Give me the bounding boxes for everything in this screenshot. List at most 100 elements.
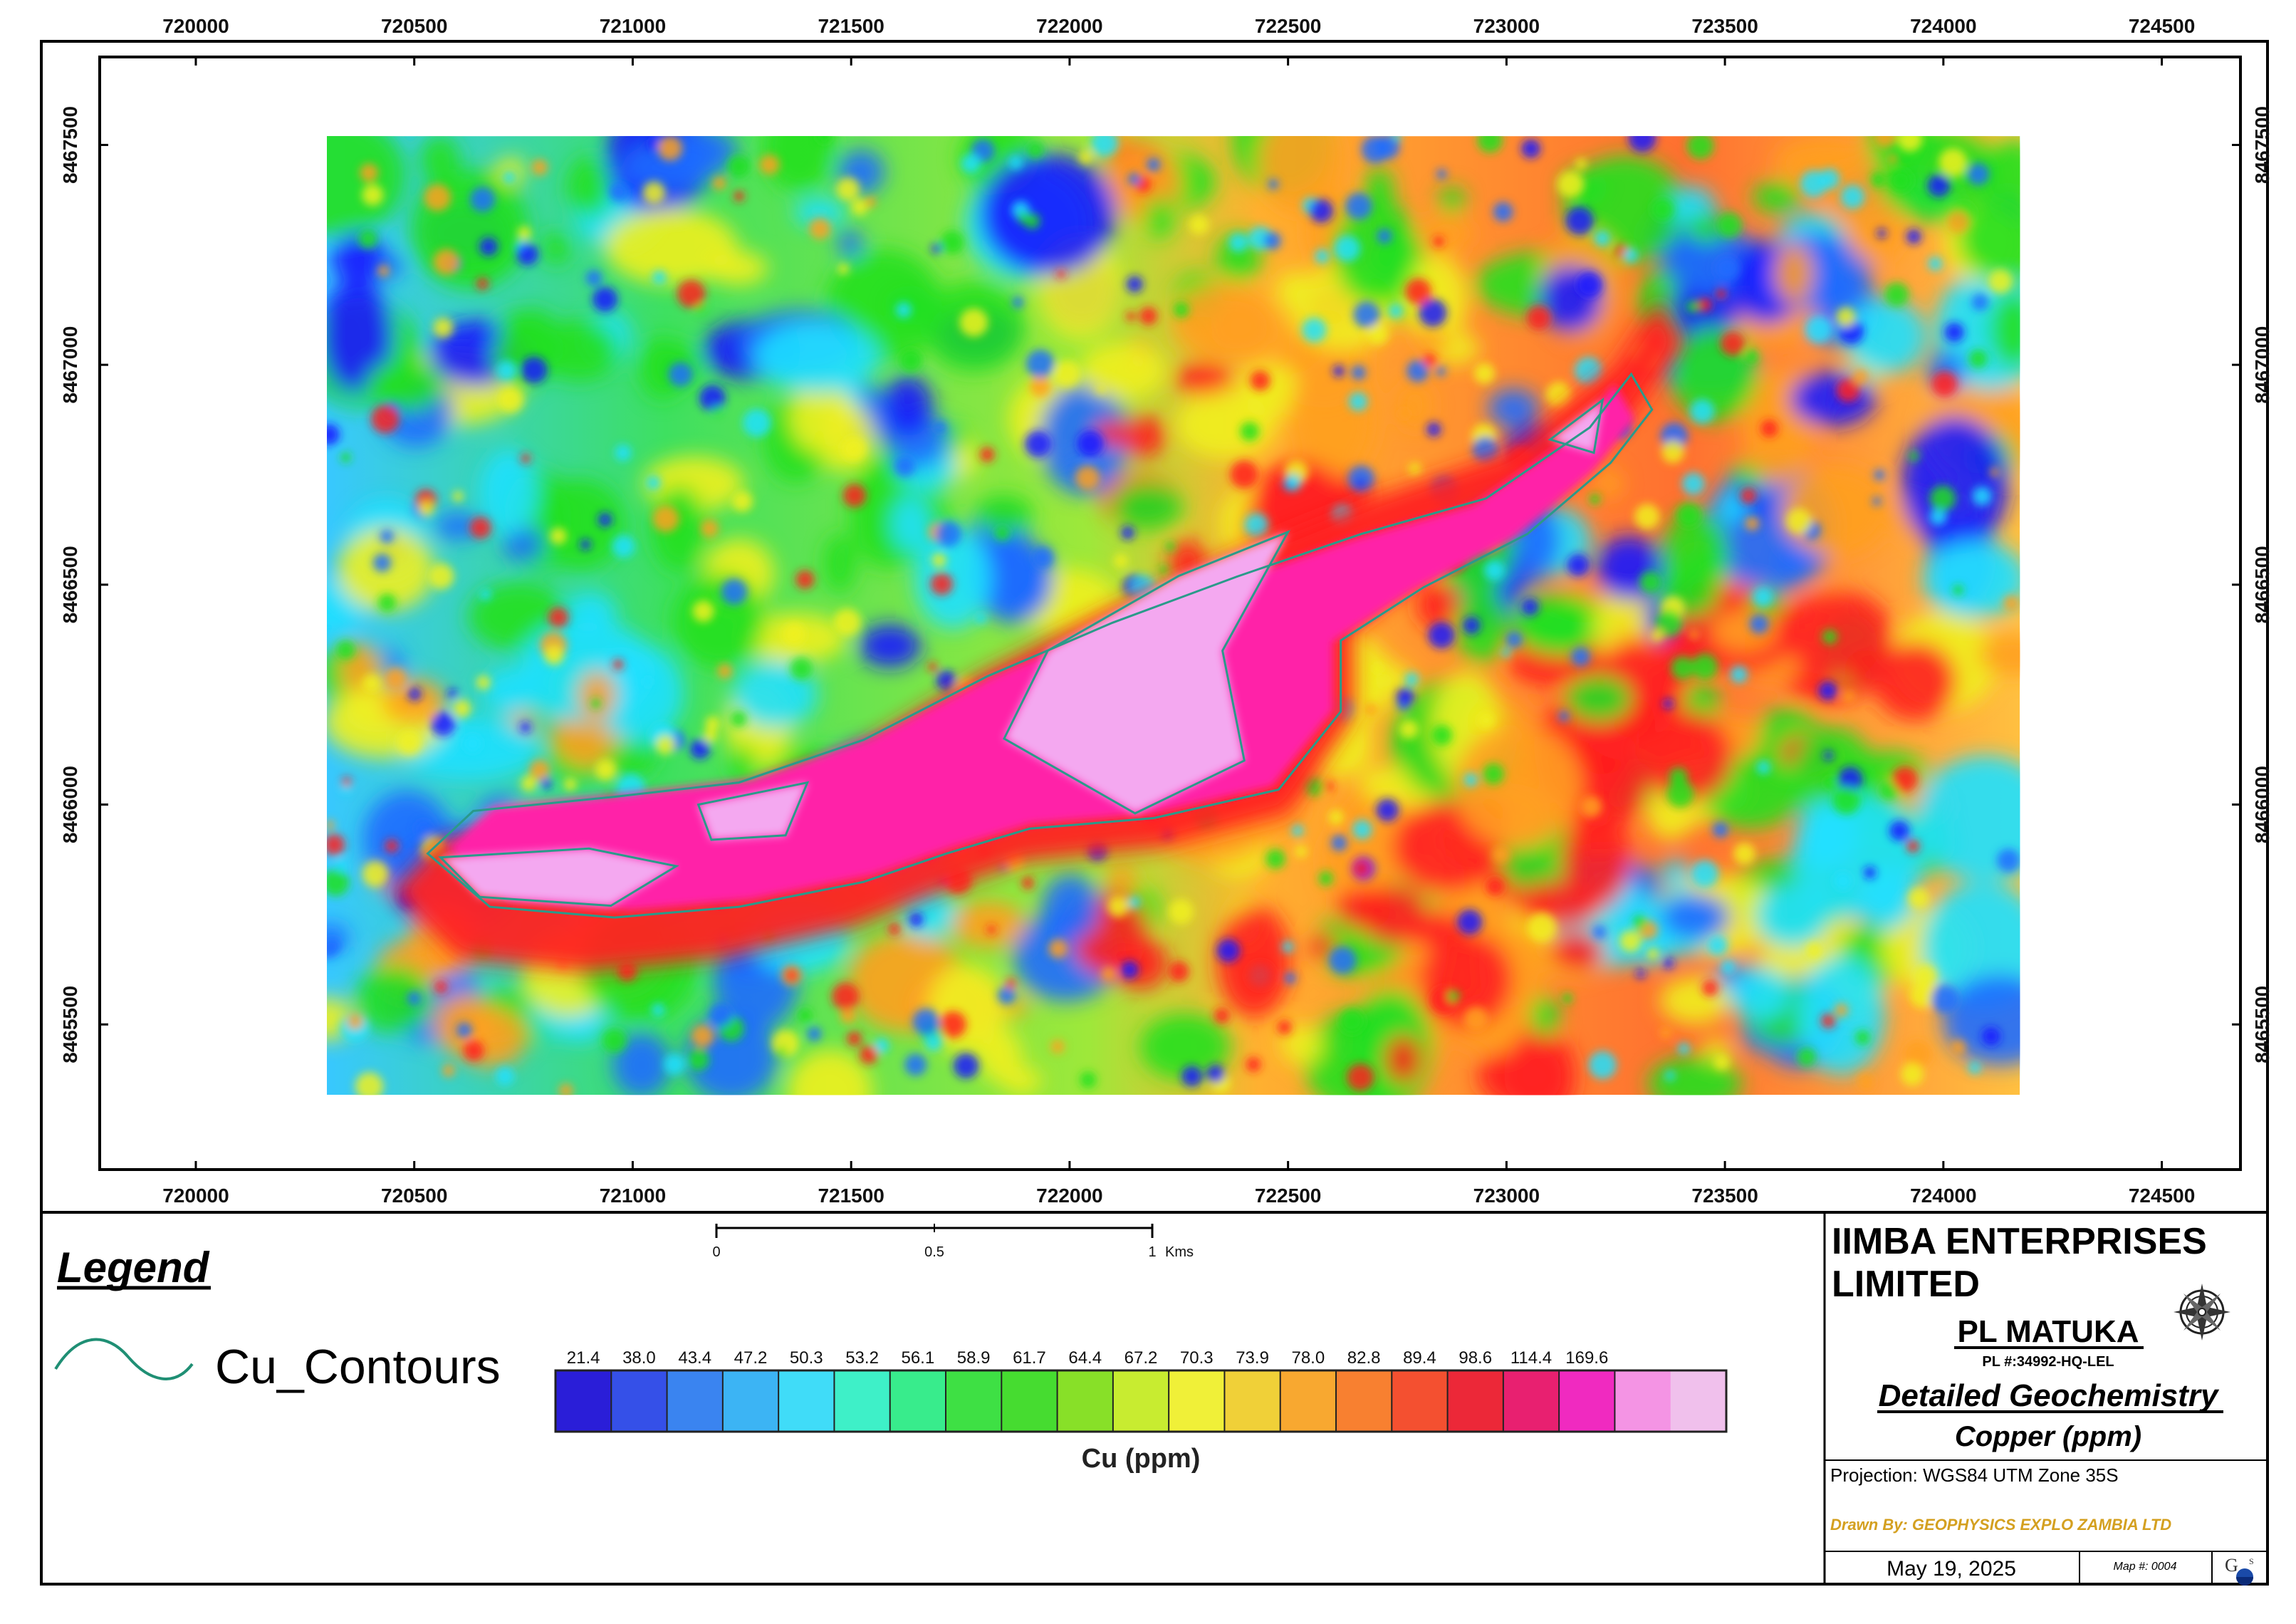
grid-speck [648,137,660,150]
x-top-tick-label: 724000 [1910,15,1976,37]
grid-speck [1721,959,1736,974]
grid-speck [372,553,392,573]
grid-speck [1334,235,1361,262]
grid-speck [1248,962,1274,988]
grid-speck [1493,202,1513,222]
projection-text: Projection: WGS84 UTM Zone 35S [1830,1464,2119,1486]
grid-cell-blob [1978,635,2020,675]
grid-cell-blob [787,1048,873,1095]
color-bar-swatch [1280,1370,1337,1432]
grid-cell-blob [951,900,1026,948]
color-bar-tick-label: 61.7 [1013,1348,1046,1368]
grid-speck [1388,303,1403,318]
grid-speck [1671,656,1694,680]
grid-cell-blob [883,285,941,326]
grid-speck [1884,282,1909,307]
grid-speck [1165,541,1175,551]
grid-speck [1012,296,1024,308]
grid-speck [705,716,721,732]
grid-speck [1836,378,1860,402]
grid-speck [677,279,706,308]
grid-speck [1855,1030,1870,1046]
grid-speck [1972,486,1992,506]
scale-bar: 0 0.5 1 Kms [712,1224,1194,1260]
grid-speck [1029,376,1051,397]
grid-speck [912,1008,940,1036]
grid-speck [1901,1063,1924,1086]
grid-speck [1101,967,1116,982]
grid-speck [1720,331,1745,356]
copper-anomaly-corridor [392,298,1681,972]
contour-high-2 [696,781,810,841]
color-bar-tick-label: 64.4 [1068,1348,1102,1368]
grid-speck [469,516,491,538]
grid-speck [426,710,436,719]
grid-speck [700,519,719,538]
grid-speck [831,982,860,1011]
grid-speck [1707,935,1728,956]
x-top-tick-label: 720000 [162,15,229,37]
grid-speck [1996,848,2020,873]
grid-speck [521,453,531,464]
grid-speck [1056,269,1065,279]
grid-speck [1797,1047,1817,1067]
grid-speck [1457,909,1483,935]
x-bottom-tick-label: 723500 [1691,1185,1758,1207]
grid-speck [1216,939,1241,962]
grid-speck [1716,212,1743,238]
grid-speck [1909,982,1935,1009]
grid-speck [397,729,422,755]
grid-speck [1944,322,1965,343]
grid-speck [1623,247,1639,263]
grid-speck [1800,170,1828,198]
grid-speck [1805,316,1833,343]
grid-cell-blob [1139,1013,1231,1081]
grid-speck [1908,888,1929,909]
color-bar-swatch [555,1370,612,1432]
grid-cell-blob [667,136,738,176]
grid-speck [932,244,941,254]
grid-speck [580,539,591,551]
grid-speck [1478,712,1495,729]
x-bottom-tick-label: 722000 [1036,1185,1102,1207]
grid-speck [548,607,569,628]
color-bar-tick-label: 38.0 [622,1348,656,1368]
grid-speck [1904,1040,1932,1068]
grid-speck [1230,460,1258,489]
grid-speck [2003,595,2019,611]
x-bottom-tick-label: 721000 [600,1185,666,1207]
x-top-tick-label: 723000 [1473,15,1540,37]
y-left-tick-label: 8467500 [59,106,81,184]
grid-speck [377,265,390,277]
grid-cell-blob [1407,911,1470,948]
grid-speck [712,406,722,415]
grid-speck [1436,169,1447,179]
grid-speck [498,387,523,413]
grid-speck [1575,158,1587,170]
grid-speck [407,687,422,702]
grid-speck [1834,872,1852,890]
grid-speck [550,527,567,545]
contour-high-0 [1002,529,1290,815]
grid-speck [691,1024,714,1048]
drawn-by-text: Drawn By: GEOPHYSICS EXPLO ZAMBIA LTD [1830,1516,2171,1534]
grid-speck [1339,1009,1364,1034]
map-title: Detailed Geochemistry [1879,1378,2220,1413]
grid-speck [1352,860,1371,878]
color-bar-tick-label: 67.2 [1124,1348,1158,1368]
grid-speck [795,570,815,589]
grid-speck [1686,301,1699,313]
grid-speck [1562,993,1573,1004]
grid-speck [1024,213,1040,229]
anomaly-halo [392,298,1681,972]
grid-speck [434,980,447,994]
grid-speck [1173,301,1189,318]
color-bar-swatch [667,1370,724,1432]
copper-grid-image [327,136,2020,1095]
grid-speck [1506,631,1523,648]
copper-high-1 [440,848,677,906]
grid-speck [909,912,924,927]
grid-cell-blob [823,533,857,593]
color-bar-tick-label: 47.2 [734,1348,768,1368]
